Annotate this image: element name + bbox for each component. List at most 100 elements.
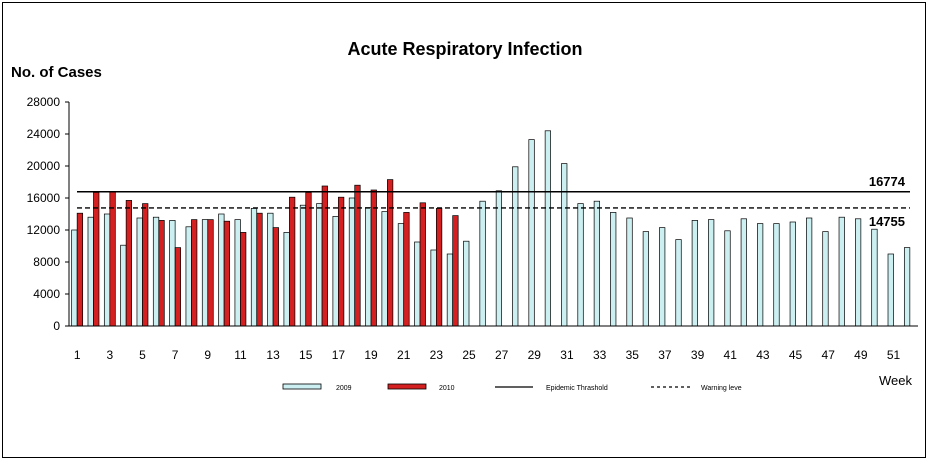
bar-2010-week-23: [436, 208, 443, 327]
x-tick-label: 21: [397, 348, 411, 362]
reference-label-warning: 14755: [869, 214, 905, 229]
bar-2009-week-3: [103, 213, 111, 327]
legend-label-2010: 2010: [439, 385, 455, 392]
chart-title: Acute Respiratory Infection: [347, 39, 582, 59]
bar-2009-week-32: [577, 203, 584, 327]
bar-2009-week-31: [561, 163, 568, 327]
bar-2009-week-52: [903, 247, 911, 327]
x-tick-label: 11: [234, 348, 247, 362]
bar-2010-week-10: [223, 220, 230, 327]
bar-2010-week-12: [256, 212, 263, 327]
bar-2010-week-19: [370, 189, 377, 327]
x-tick-label: 7: [172, 348, 179, 362]
x-axis-label: Week: [879, 373, 912, 388]
bar-2009-week-25: [463, 240, 470, 327]
bar-2009-week-51: [887, 253, 894, 327]
bar-2009-week-30: [544, 130, 551, 327]
bar-2009-week-41: [724, 230, 731, 327]
bar-2009-week-38: [675, 239, 682, 327]
legend-swatch-2009: [282, 383, 322, 390]
bar-2010-week-5: [142, 203, 149, 327]
bar-2009-week-39: [691, 220, 698, 327]
legend-label-2009: 2009: [336, 385, 352, 392]
bar-2009-week-6: [152, 216, 160, 327]
bar-2010-week-1: [76, 212, 84, 327]
bar-2010-week-8: [191, 219, 198, 327]
x-tick-label: 9: [204, 348, 211, 362]
bar-2009-week-42: [740, 218, 747, 327]
y-tick-label: 20000: [27, 159, 61, 173]
chart-frame: Acute Respiratory Infection No. of Cases…: [2, 2, 926, 458]
axes-group: [65, 101, 918, 327]
x-tick-label: 37: [658, 348, 672, 362]
bar-2009-week-18: [348, 197, 356, 327]
x-tick-label: 33: [593, 348, 607, 362]
bar-2010-week-6: [158, 220, 165, 327]
x-tick-label: 25: [462, 348, 476, 362]
bar-2010-week-11: [240, 232, 247, 327]
bar-2009-week-11: [234, 219, 241, 327]
bar-2010-week-20: [387, 179, 394, 327]
x-tick-label: 1: [74, 348, 81, 362]
y-tick-label: 24000: [27, 127, 61, 141]
bar-2009-week-2: [87, 216, 94, 327]
x-tick-label: 19: [364, 348, 378, 362]
x-tick-labels: 1 3 5 7 9 11 13 15 17 19 21 23 25 27 29 31 33 35 37 39 41 43 4…: [74, 348, 901, 362]
bar-2010-week-15: [305, 192, 312, 327]
bar-2010-week-4: [125, 200, 132, 327]
x-tick-label: 41: [724, 348, 738, 362]
bar-2009-week-5: [136, 217, 143, 327]
y-tick-label: 12000: [27, 223, 61, 237]
bar-2009-week-4: [120, 244, 127, 327]
bar-2010-week-9: [207, 219, 214, 327]
y-tick-labels: 0 4000 8000 12000 16000 20000 24000 28000: [27, 95, 61, 333]
bar-2009-week-9: [201, 219, 209, 327]
bar-2010-week-24: [452, 215, 459, 327]
y-tick-label: 0: [53, 319, 60, 333]
bar-2009-week-44: [773, 223, 780, 327]
bar-2009-week-28: [512, 166, 519, 327]
x-tick-label: 45: [789, 348, 803, 362]
x-tick-label: 17: [332, 348, 346, 362]
x-tick-label: 49: [854, 348, 868, 362]
bar-2009-week-43: [757, 223, 764, 327]
bar-2009-week-10: [218, 213, 225, 327]
bar-2009-week-45: [789, 221, 796, 327]
x-tick-label: 15: [299, 348, 313, 362]
x-tick-label: 3: [106, 348, 113, 362]
x-tick-label: 43: [756, 348, 770, 362]
bar-2010-week-3: [109, 191, 116, 327]
x-tick-label: 5: [139, 348, 146, 362]
bar-2009-week-22: [414, 241, 421, 327]
bar-2010-week-7: [174, 247, 181, 327]
y-tick-label: 16000: [27, 191, 61, 205]
y-tick-label: 8000: [33, 255, 60, 269]
bar-2009-week-26: [479, 200, 486, 327]
bar-2009-week-35: [626, 217, 633, 327]
chart-svg: Acute Respiratory Infection No. of Cases…: [11, 39, 918, 392]
bar-2010-week-18: [354, 184, 361, 327]
x-tick-label: 29: [528, 348, 542, 362]
bar-2010-week-14: [289, 196, 296, 327]
bar-2009-week-49: [855, 218, 862, 327]
bar-2009-week-7: [169, 220, 176, 327]
bar-2009-week-15: [299, 204, 307, 327]
x-tick-label: 13: [266, 348, 280, 362]
bar-2009-week-8: [185, 226, 192, 327]
legend: 2009 2010 Epidemic Thrashold Warning lev…: [282, 383, 742, 392]
bar-2009-week-19: [365, 207, 372, 327]
bar-2009-week-23: [430, 249, 437, 327]
bar-2010-week-16: [321, 185, 328, 327]
y-tick-label: 28000: [27, 95, 61, 109]
bar-2009-week-50: [871, 228, 878, 327]
reference-lines-group: 16774 14755: [77, 174, 910, 229]
x-tick-label: 27: [495, 348, 509, 362]
y-tick-label: 4000: [33, 287, 60, 301]
x-tick-label: 23: [430, 348, 444, 362]
legend-label-warning: Warning leve: [701, 385, 742, 392]
bar-2009-week-37: [659, 227, 666, 327]
bar-2009-week-24: [446, 253, 454, 327]
bar-2009-week-20: [381, 211, 388, 327]
legend-label-epidemic: Epidemic Thrashold: [546, 385, 608, 392]
bar-2010-week-22: [419, 202, 426, 327]
